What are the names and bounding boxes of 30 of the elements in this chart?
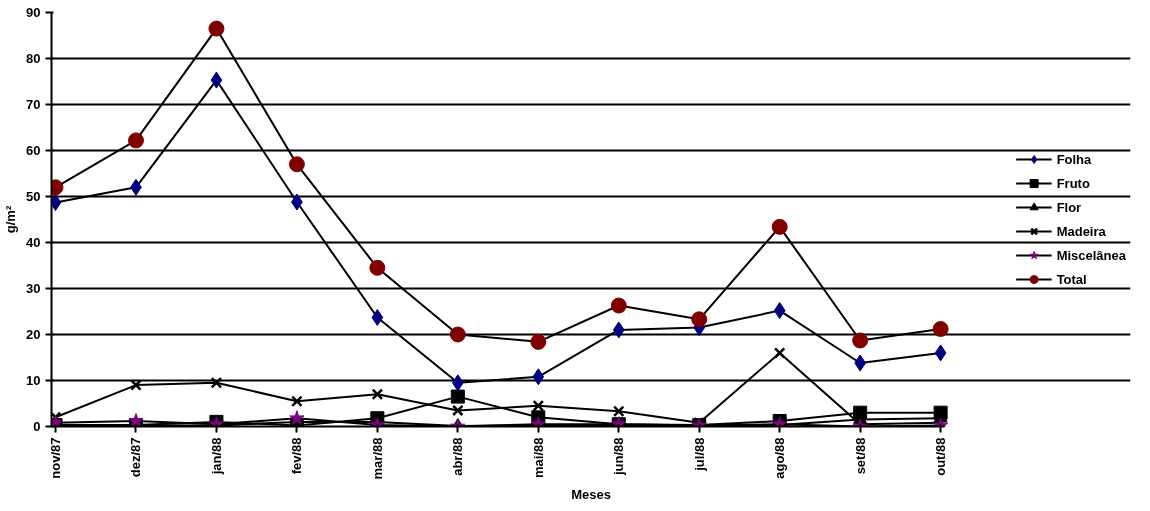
x-tick-label: mai/88 (530, 437, 546, 478)
x-tick-label: out/88 (933, 437, 949, 476)
y-tick-label: 0 (33, 419, 41, 434)
x-tick-label: jul/88 (691, 437, 707, 472)
y-tick-label: 40 (26, 235, 41, 250)
x-tick-label: jun/88 (611, 437, 627, 477)
legend-label: Flor (1056, 199, 1082, 215)
legend-label: Madeira (1056, 223, 1106, 239)
x-tick-label: nov/87 (48, 437, 64, 479)
y-tick-label: 50 (26, 189, 41, 204)
x-axis-title: Meses (571, 487, 611, 503)
y-tick-label: 80 (26, 51, 41, 66)
y-tick-label: 70 (26, 97, 41, 112)
x-tick-label: fev/88 (289, 437, 305, 475)
legend-label: Total (1056, 271, 1087, 287)
x-tick-label: abr/88 (450, 437, 466, 476)
legend-label: Miscelânea (1056, 247, 1126, 263)
x-tick-label: mar/88 (369, 437, 385, 480)
x-tick-label: set/88 (852, 437, 868, 475)
y-tick-label: 30 (26, 281, 41, 296)
x-tick-label: dez/87 (128, 437, 144, 478)
y-axis-title: g/m² (3, 205, 19, 234)
legend-label: Folha (1056, 151, 1092, 167)
x-tick-label: jan/88 (208, 437, 224, 476)
y-tick-label: 90 (26, 5, 41, 20)
y-tick-label: 10 (26, 373, 41, 388)
legend-label: Fruto (1056, 175, 1090, 191)
y-tick-label: 20 (26, 327, 41, 342)
y-tick-label: 60 (26, 143, 41, 158)
x-tick-label: ago/88 (772, 437, 788, 479)
